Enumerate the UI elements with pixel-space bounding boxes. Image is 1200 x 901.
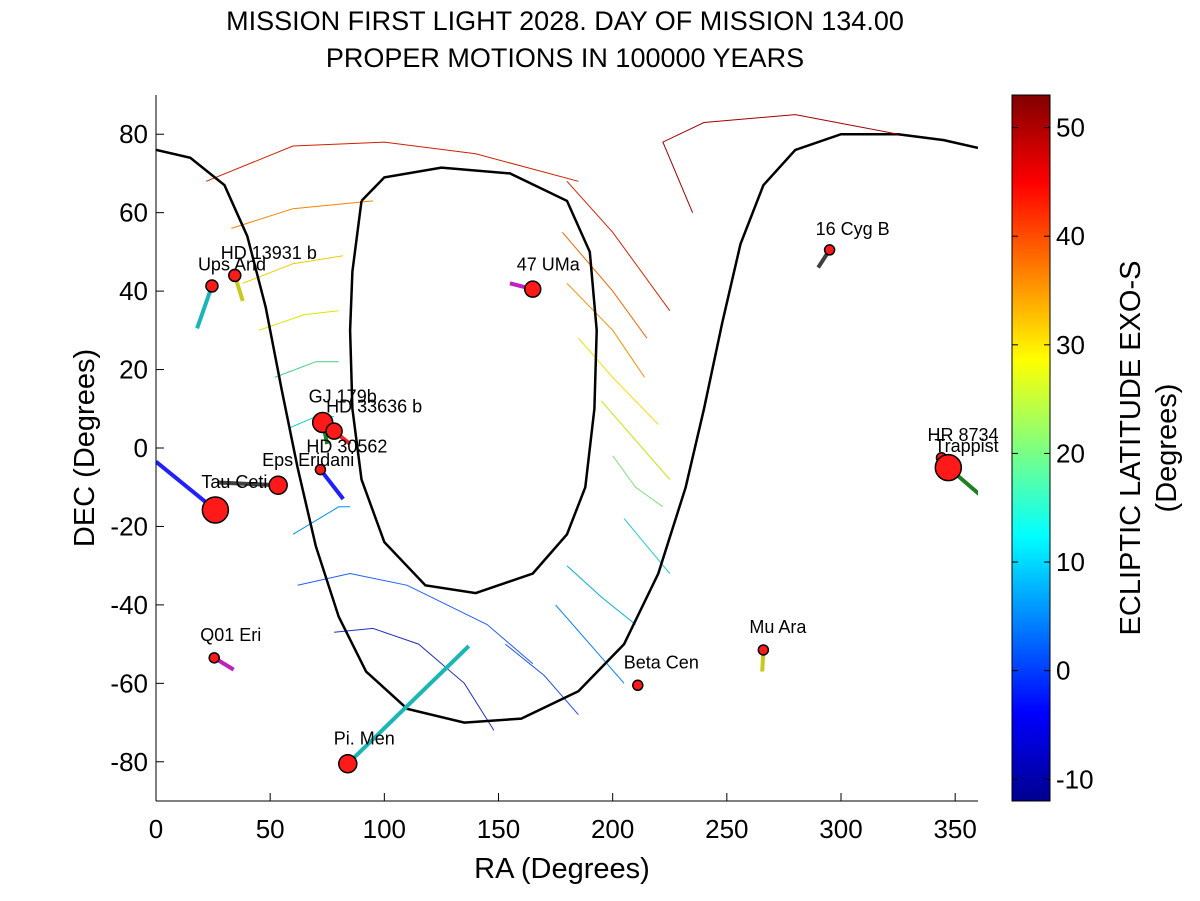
proper-motion-vector — [217, 480, 279, 488]
colorbar-ticks: -10 0 10 20 30 40 50 — [1012, 113, 1094, 794]
star-label: Beta Cen — [624, 652, 699, 672]
proper-motion-vector — [346, 644, 471, 766]
chart-title-line1: MISSION FIRST LIGHT 2028. DAY OF MISSION… — [226, 6, 904, 36]
y-tick-label: 60 — [119, 198, 148, 228]
latitude-contour — [258, 310, 339, 331]
latitude-contour — [334, 627, 495, 731]
y-tick-label: 40 — [119, 276, 148, 306]
y-tick-label: 20 — [119, 355, 148, 385]
x-tick-label: 250 — [705, 814, 748, 844]
star-label: HR 8734 — [927, 425, 998, 445]
latitude-contour — [578, 337, 659, 425]
x-tick-label: 50 — [256, 814, 285, 844]
star-marker — [205, 279, 219, 293]
boundary-curves — [156, 114, 978, 724]
latitude-contours — [206, 141, 671, 731]
latitude-contour — [555, 604, 625, 684]
proper-motion-vectors — [156, 248, 978, 766]
star-marker — [325, 422, 343, 440]
star-label: GJ 179b — [309, 387, 377, 407]
outer-boundary-curve — [156, 132, 978, 724]
latitude-contour — [566, 282, 646, 378]
star-marker — [338, 753, 358, 774]
star-marker — [757, 644, 770, 656]
colorbar-label-line1: ECLIPTIC LATITUDE EXO-S — [1115, 261, 1147, 636]
y-axis-ticks: -80 -60 -40 -20 0 20 40 60 80 — [110, 119, 164, 777]
x-tick-label: 100 — [363, 814, 406, 844]
y-tick-label: -80 — [110, 747, 148, 777]
y-tick-label: -60 — [110, 668, 148, 698]
proper-motion-vector — [195, 285, 214, 330]
star-label: Trappist — [934, 436, 998, 456]
x-tick-label: 150 — [477, 814, 520, 844]
star-label: 47 UMa — [517, 254, 581, 274]
colorbar — [1011, 94, 1051, 802]
colorbar-label-line2: (Degrees) — [1151, 384, 1183, 513]
top-loop-curve — [662, 114, 899, 213]
colorbar-tick-label: 50 — [1056, 113, 1085, 143]
latitude-contour — [600, 400, 671, 480]
latitude-contour — [623, 518, 671, 574]
colorbar-tick-label: 30 — [1056, 330, 1085, 360]
y-tick-label: -40 — [110, 590, 148, 620]
star-label: Tau Ceti — [201, 472, 267, 492]
y-tick-label: 0 — [134, 433, 148, 463]
colorbar-tick-label: 0 — [1056, 656, 1070, 686]
latitude-contour — [297, 572, 534, 665]
proper-motion-vector — [318, 468, 345, 501]
star-marker — [632, 679, 644, 692]
colorbar-tick-label: 40 — [1056, 221, 1085, 251]
star-marker — [934, 453, 963, 482]
y-tick-label: 80 — [119, 119, 148, 149]
latitude-contour — [566, 180, 671, 311]
star-label: HD 13931 b — [221, 243, 317, 263]
colorbar-tick-label: 10 — [1056, 547, 1085, 577]
colorbar-tick-label: -10 — [1056, 764, 1094, 794]
x-tick-label: 350 — [933, 814, 976, 844]
x-tick-label: 200 — [591, 814, 634, 844]
star-marker — [268, 475, 288, 496]
star-marker — [314, 463, 327, 476]
chart-title-line2: PROPER MOTIONS IN 100000 YEARS — [326, 43, 804, 73]
star-label: Pi. Men — [334, 728, 395, 748]
x-axis-ticks: 0 50 100 150 200 250 300 350 — [149, 793, 977, 844]
star-marker — [228, 268, 242, 283]
latitude-contour — [242, 255, 344, 284]
latitude-contour — [612, 455, 664, 508]
latitude-contour — [206, 141, 579, 182]
latitude-contour — [562, 231, 648, 339]
star-label: Eps Eridani — [262, 450, 354, 470]
colorbar-tick-label: 20 — [1056, 438, 1085, 468]
star-label: Ups And — [198, 254, 266, 274]
latitude-contour — [274, 361, 339, 378]
y-axis-label: DEC (Degrees) — [69, 349, 101, 547]
x-tick-label: 0 — [149, 814, 163, 844]
star-label: Mu Ara — [749, 617, 807, 637]
star-marker — [524, 280, 542, 298]
latitude-contour — [566, 565, 636, 625]
latitude-contour — [504, 643, 579, 716]
x-tick-label: 300 — [819, 814, 862, 844]
star-marker — [823, 244, 836, 256]
star-label: HD 33636 b — [326, 396, 422, 416]
star-marker — [201, 496, 230, 524]
x-axis-label: RA (Degrees) — [474, 853, 650, 885]
star-marker — [208, 652, 220, 664]
star-label: 16 Cyg B — [816, 219, 890, 239]
star-label: HD 30562 — [306, 437, 387, 457]
inner-boundary-curve — [348, 166, 598, 595]
latitude-contour — [231, 200, 373, 229]
latitude-contour — [292, 506, 351, 535]
star-label: Q01 Eri — [200, 625, 261, 645]
y-tick-label: -20 — [110, 511, 148, 541]
star-markers — [201, 244, 963, 774]
